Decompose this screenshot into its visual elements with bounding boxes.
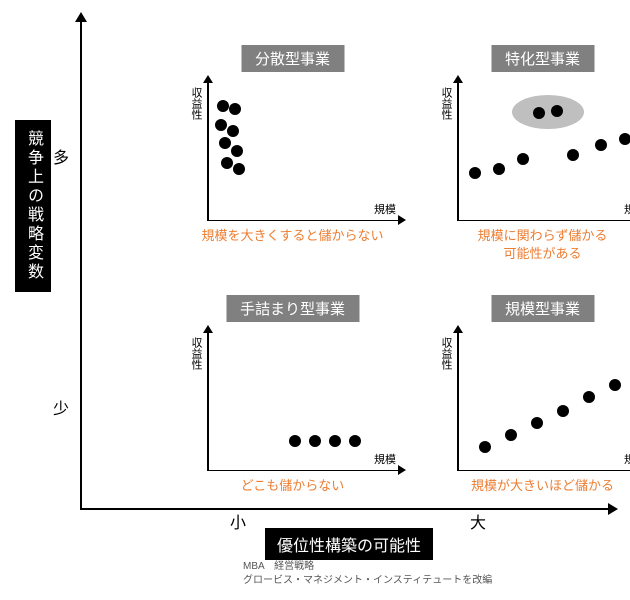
source-line1: MBA 経営戦略: [243, 561, 314, 572]
mini-x-axis: [207, 470, 400, 472]
mini-x-label: 規模: [624, 201, 630, 217]
y-tick-high: 多: [53, 144, 69, 168]
mini-y-arrow: [203, 325, 213, 333]
x-tick-low: 小: [230, 509, 246, 533]
data-point: [227, 125, 239, 137]
mini-y-label: 収益性: [438, 87, 454, 120]
source-text: MBA 経営戦略 グロービス・マネジメント・インスティテュートを改編: [243, 560, 492, 588]
quadrant-bottom-left: 手詰まり型事業 収益性 規模 どこも儲からない: [175, 295, 410, 525]
mini-x-label: 規模: [374, 201, 396, 217]
data-point: [329, 435, 341, 447]
mini-chart: 収益性 規模: [185, 81, 400, 221]
source-line2: グロービス・マネジメント・インスティテュートを改編: [243, 575, 492, 586]
data-point: [505, 429, 517, 441]
data-point: [217, 100, 229, 112]
data-point: [221, 157, 233, 169]
mini-x-label: 規模: [374, 451, 396, 467]
mini-y-axis: [457, 81, 459, 221]
data-point: [583, 391, 595, 403]
data-point: [233, 163, 245, 175]
quadrant-caption: どこも儲からない: [175, 477, 410, 495]
quadrant-bottom-right: 規模型事業 収益性 規模 規模が大きいほど儲かる: [425, 295, 630, 525]
mini-y-arrow: [453, 325, 463, 333]
data-point: [493, 163, 505, 175]
mini-x-arrow: [398, 215, 406, 225]
mini-y-label: 収益性: [438, 337, 454, 370]
data-point: [609, 379, 621, 391]
mini-chart: 収益性 規模: [435, 81, 630, 221]
data-point: [229, 103, 241, 115]
x-tick-high: 大: [470, 509, 486, 533]
highlight-ellipse: [512, 95, 584, 129]
data-point: [533, 107, 545, 119]
mini-x-axis: [457, 470, 630, 472]
y-tick-low: 少: [53, 395, 69, 419]
quadrant-title: 分散型事業: [241, 45, 344, 72]
y-axis-line: [80, 20, 82, 510]
y-axis-arrow: [75, 12, 87, 22]
data-point: [231, 145, 243, 157]
mini-y-label: 収益性: [188, 87, 204, 120]
data-point: [531, 417, 543, 429]
matrix-frame: 分散型事業 収益性 規模 規模を大きくすると儲からない 特化型事業 収益性 規模…: [80, 20, 610, 510]
data-point: [349, 435, 361, 447]
quadrant-caption: 規模を大きくすると儲からない: [175, 227, 410, 245]
data-point: [567, 149, 579, 161]
quadrant-top-left: 分散型事業 収益性 規模 規模を大きくすると儲からない: [175, 45, 410, 275]
mini-y-label: 収益性: [188, 337, 204, 370]
mini-y-axis: [207, 81, 209, 221]
mini-chart: 収益性 規模: [435, 331, 630, 471]
data-point: [289, 435, 301, 447]
data-point: [595, 139, 607, 151]
mini-x-label: 規模: [624, 451, 630, 467]
data-point: [219, 137, 231, 149]
data-point: [517, 153, 529, 165]
quadrant-title: 手詰まり型事業: [226, 295, 359, 322]
data-point: [309, 435, 321, 447]
x-axis-title: 優位性構築の可能性: [265, 528, 433, 560]
data-point: [215, 119, 227, 131]
quadrant-caption: 規模に関わらず儲かる可能性がある: [425, 227, 630, 262]
mini-y-axis: [457, 331, 459, 471]
data-point: [557, 405, 569, 417]
mini-y-axis: [207, 331, 209, 471]
quadrant-title: 特化型事業: [491, 45, 594, 72]
quadrant-caption: 規模が大きいほど儲かる: [425, 477, 630, 495]
mini-y-arrow: [453, 75, 463, 83]
quadrant-title: 規模型事業: [491, 295, 594, 322]
mini-x-arrow: [398, 465, 406, 475]
data-point: [479, 441, 491, 453]
data-point: [551, 105, 563, 117]
y-axis-title: 競争上の戦略変数: [15, 120, 51, 292]
mini-chart: 収益性 規模: [185, 331, 400, 471]
quadrant-top-right: 特化型事業 収益性 規模 規模に関わらず儲かる可能性がある: [425, 45, 630, 275]
data-point: [619, 133, 630, 145]
mini-y-arrow: [203, 75, 213, 83]
mini-x-axis: [207, 220, 400, 222]
mini-x-axis: [457, 220, 630, 222]
data-point: [469, 167, 481, 179]
